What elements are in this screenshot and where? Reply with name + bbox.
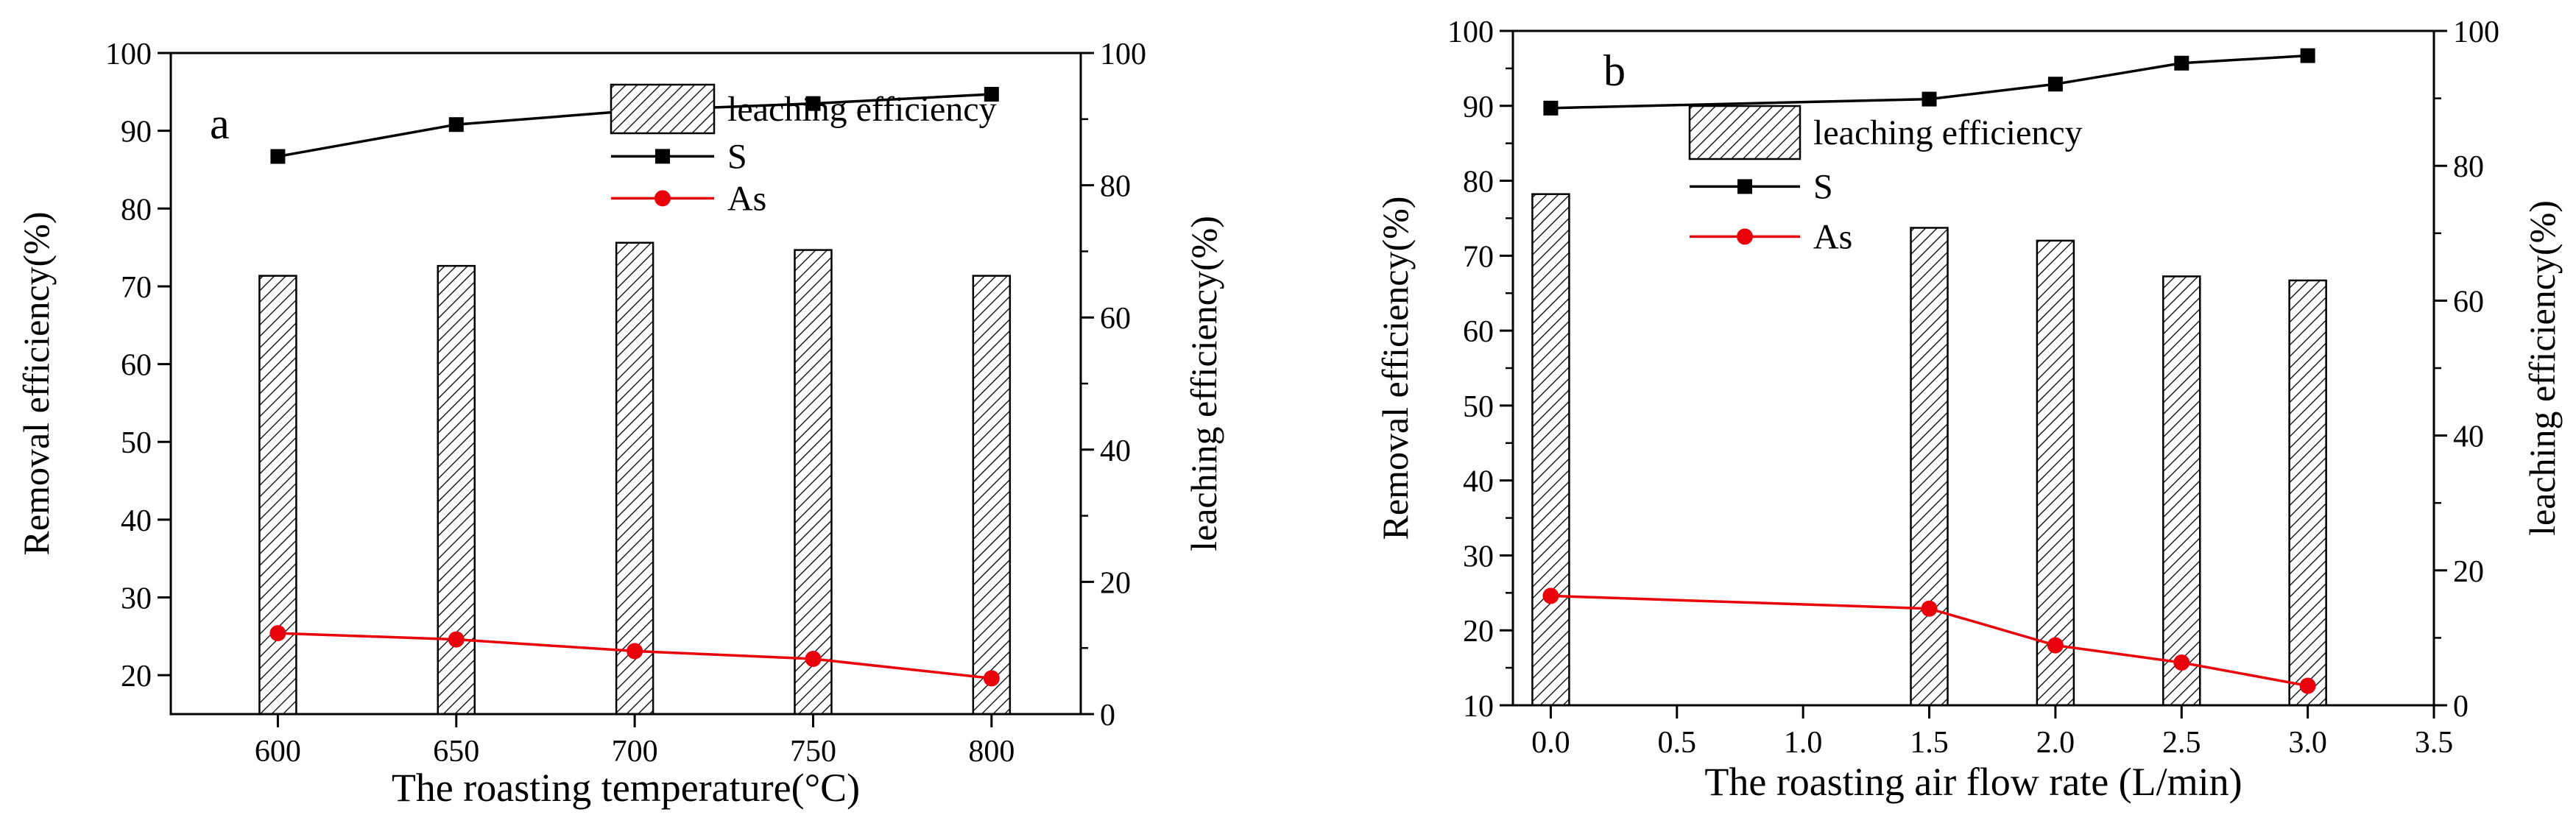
legend-label-as: As	[727, 179, 766, 218]
point-as	[2173, 654, 2190, 671]
x-tick-label: 700	[612, 735, 658, 769]
point-s	[2047, 77, 2063, 92]
point-s	[2174, 55, 2189, 71]
legend-marker-s	[655, 149, 670, 164]
y-tick-label: 90	[1463, 91, 1494, 124]
point-s	[984, 86, 999, 102]
y-tick-label: 90	[121, 116, 152, 149]
point-s	[1922, 91, 1937, 107]
y2-axis-label: leaching efficiency(%)	[1183, 216, 1224, 551]
legend-label-leaching-efficiency: leaching efficiency	[727, 90, 997, 129]
x-tick-label: 2.5	[2162, 726, 2201, 760]
legend-label-as: As	[1813, 217, 1852, 256]
y-tick-label: 80	[121, 193, 152, 227]
y2-axis-label: leaching efficiency(%)	[2522, 200, 2563, 536]
x-tick-label: 1.5	[1910, 726, 1949, 760]
panel-label: a	[210, 99, 230, 148]
y-axis-label: Removal efficiency(%)	[1375, 197, 1416, 540]
point-s	[2300, 48, 2315, 63]
y-tick-label: 40	[1463, 465, 1494, 499]
y2-tick-label: 100	[1100, 38, 1146, 71]
point-as	[983, 670, 1000, 687]
y2-tick-label: 0	[1100, 699, 1115, 733]
point-as	[805, 650, 822, 667]
bar-leaching-efficiency	[1531, 193, 1570, 707]
x-tick-label: 2.0	[2036, 726, 2075, 760]
legend-marker-as	[654, 190, 671, 207]
x-tick-label: 3.5	[2415, 726, 2454, 760]
y2-tick-label: 0	[2453, 690, 2469, 724]
point-as	[627, 643, 643, 660]
point-as	[1921, 600, 1938, 617]
legend-label-leaching-efficiency: leaching efficiency	[1813, 113, 2083, 152]
y-tick-label: 80	[1463, 166, 1494, 200]
y-tick-label: 20	[1463, 615, 1494, 649]
x-tick-label: 750	[790, 735, 836, 769]
y-tick-label: 50	[1463, 390, 1494, 424]
legend-swatch-leaching-efficiency	[610, 83, 716, 135]
y2-tick-label: 100	[2453, 15, 2499, 49]
y-tick-label: 60	[1463, 315, 1494, 349]
y2-tick-label: 20	[1100, 566, 1131, 600]
y-tick-label: 30	[1463, 540, 1494, 573]
y2-tick-label: 80	[1100, 170, 1131, 204]
point-as	[1542, 587, 1559, 604]
legend-label-s: S	[1813, 167, 1833, 206]
point-as	[448, 631, 465, 648]
point-s	[1543, 100, 1559, 116]
x-axis-label: The roasting temperature(°C)	[392, 766, 860, 810]
bar-leaching-efficiency	[1910, 227, 1949, 707]
x-tick-label: 0.0	[1531, 726, 1570, 760]
y-tick-label: 10	[1463, 690, 1494, 724]
y-tick-label: 70	[1463, 240, 1494, 274]
legend-swatch-leaching-efficiency	[1688, 105, 1802, 160]
point-s	[270, 149, 286, 164]
legend-marker-s	[1737, 179, 1752, 194]
point-s	[805, 96, 821, 111]
x-axis-label: The roasting air flow rate (L/min)	[1704, 760, 2242, 804]
bar-leaching-efficiency	[2036, 239, 2075, 707]
x-tick-label: 650	[433, 735, 479, 769]
y2-tick-label: 80	[2453, 150, 2484, 184]
point-s	[448, 117, 464, 133]
y-tick-label: 100	[105, 38, 152, 71]
y-tick-label: 100	[1447, 15, 1494, 49]
y2-tick-label: 40	[1100, 434, 1131, 468]
bar-leaching-efficiency	[2288, 279, 2327, 707]
legend-marker-as	[1737, 228, 1753, 245]
point-as	[269, 625, 286, 642]
x-tick-label: 0.5	[1658, 726, 1697, 760]
y2-tick-label: 40	[2453, 420, 2484, 454]
x-tick-label: 600	[255, 735, 301, 769]
point-as	[2047, 637, 2064, 654]
y-tick-label: 40	[121, 504, 152, 538]
y2-tick-label: 20	[2453, 555, 2484, 589]
y-tick-label: 50	[121, 426, 152, 460]
bar-leaching-efficiency	[2162, 275, 2201, 707]
legend-label-s: S	[727, 137, 747, 176]
y-tick-label: 70	[121, 271, 152, 305]
y-tick-label: 60	[121, 349, 152, 383]
y-axis-label: Removal efficiency(%)	[15, 212, 57, 556]
point-as	[2299, 677, 2316, 694]
y-tick-label: 30	[121, 582, 152, 616]
bar-leaching-efficiency	[615, 241, 654, 716]
y2-tick-label: 60	[2453, 285, 2484, 319]
bar-leaching-efficiency	[258, 275, 297, 716]
x-tick-label: 1.0	[1784, 726, 1823, 760]
y2-tick-label: 60	[1100, 302, 1131, 336]
y-tick-label: 20	[121, 660, 152, 693]
x-tick-label: 800	[968, 735, 1014, 769]
bar-leaching-efficiency	[972, 275, 1012, 716]
x-tick-label: 3.0	[2288, 726, 2327, 760]
bar-leaching-efficiency	[794, 249, 833, 716]
panel-label: b	[1603, 46, 1626, 95]
